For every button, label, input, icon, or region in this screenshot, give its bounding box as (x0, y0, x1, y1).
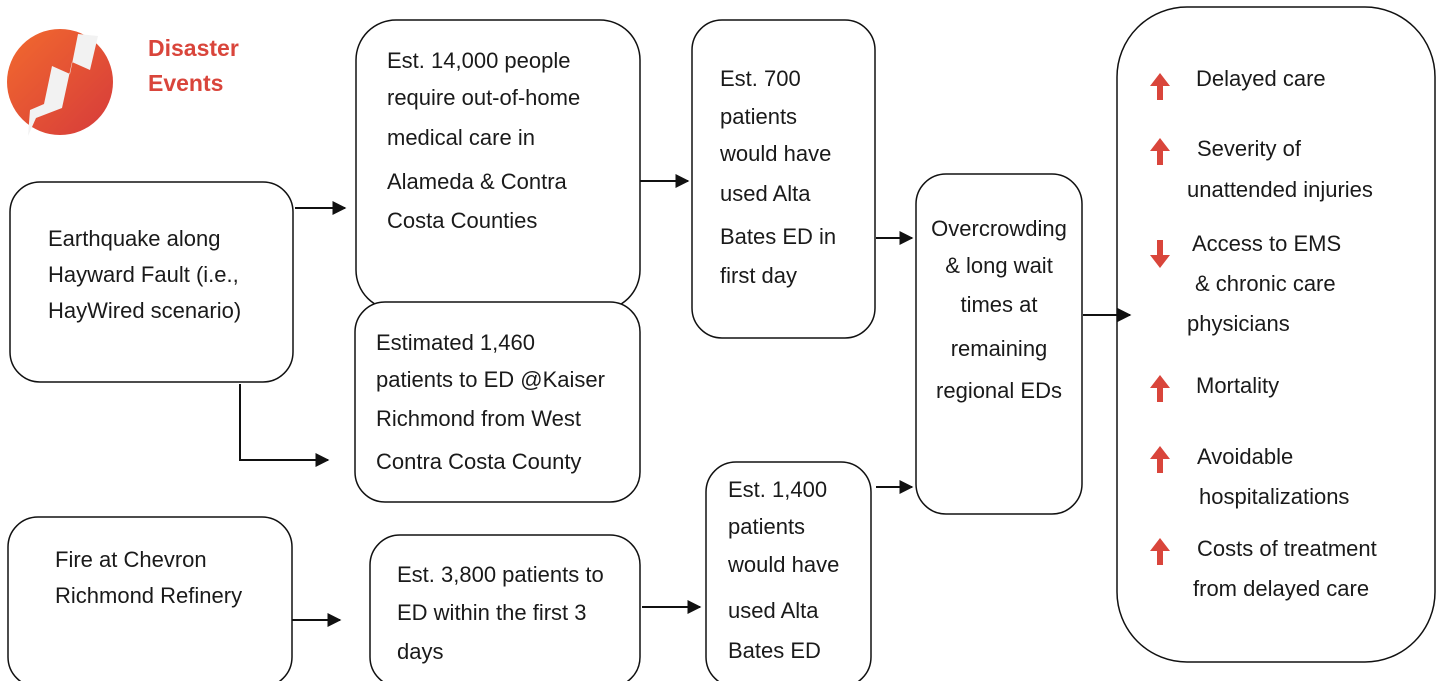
node-text: used Alta (720, 181, 811, 206)
node-text: Est. 3,800 patients to (397, 562, 604, 587)
node-text: Hayward Fault (i.e., (48, 262, 239, 287)
node-text: Est. 14,000 people (387, 48, 570, 73)
node-text: require out-of-home (387, 85, 580, 110)
outcome-text: Access to EMS (1192, 231, 1341, 256)
node-text: Estimated 1,460 (376, 330, 535, 355)
node-text: regional EDs (936, 378, 1062, 403)
outcome-text: & chronic care (1195, 271, 1336, 296)
title: Disaster (148, 35, 239, 61)
outcome-text: Costs of treatment (1197, 536, 1377, 561)
outcome-text: unattended injuries (1187, 177, 1373, 202)
outcome-text: hospitalizations (1199, 484, 1349, 509)
outcome-text: Delayed care (1196, 66, 1326, 91)
node-text: Alameda & Contra (387, 169, 568, 194)
node-text: would have (719, 141, 831, 166)
outcome-text: Mortality (1196, 373, 1279, 398)
node-text: Bates ED in (720, 224, 836, 249)
node-text: HayWired scenario) (48, 298, 241, 323)
node-text: & long wait (945, 253, 1053, 278)
node-text: Bates ED (728, 638, 821, 663)
outcome-text: Severity of (1197, 136, 1302, 161)
node-text: patients to ED @Kaiser (376, 367, 605, 392)
node-text: patients (728, 514, 805, 539)
node-text: medical care in (387, 125, 535, 150)
title: Events (148, 70, 223, 96)
boxes (7, 6, 1436, 681)
node-text: Est. 700 (720, 66, 801, 91)
node-text: times at (960, 292, 1037, 317)
trend-arrows (1150, 73, 1170, 565)
node-text: first day (720, 263, 797, 288)
node-text: Richmond from West (376, 406, 581, 431)
node-text: Overcrowding (931, 216, 1067, 241)
node-text: remaining (951, 336, 1048, 361)
outcome-text: Avoidable (1197, 444, 1293, 469)
node-text: days (397, 639, 443, 664)
outcome-text: physicians (1187, 311, 1290, 336)
connectors (239, 174, 1132, 627)
logo (7, 29, 113, 136)
node-text: patients (720, 104, 797, 129)
node-text: used Alta (728, 598, 819, 623)
node-text: Richmond Refinery (55, 583, 242, 608)
node-text: Fire at Chevron (55, 547, 207, 572)
node-text: ED within the first 3 (397, 600, 587, 625)
node-text: Costa Counties (387, 208, 537, 233)
node-text: Est. 1,400 (728, 477, 827, 502)
node-text: Earthquake along (48, 226, 220, 251)
outcome-text: from delayed care (1193, 576, 1369, 601)
node-text: would have (727, 552, 839, 577)
node-text: Contra Costa County (376, 449, 581, 474)
